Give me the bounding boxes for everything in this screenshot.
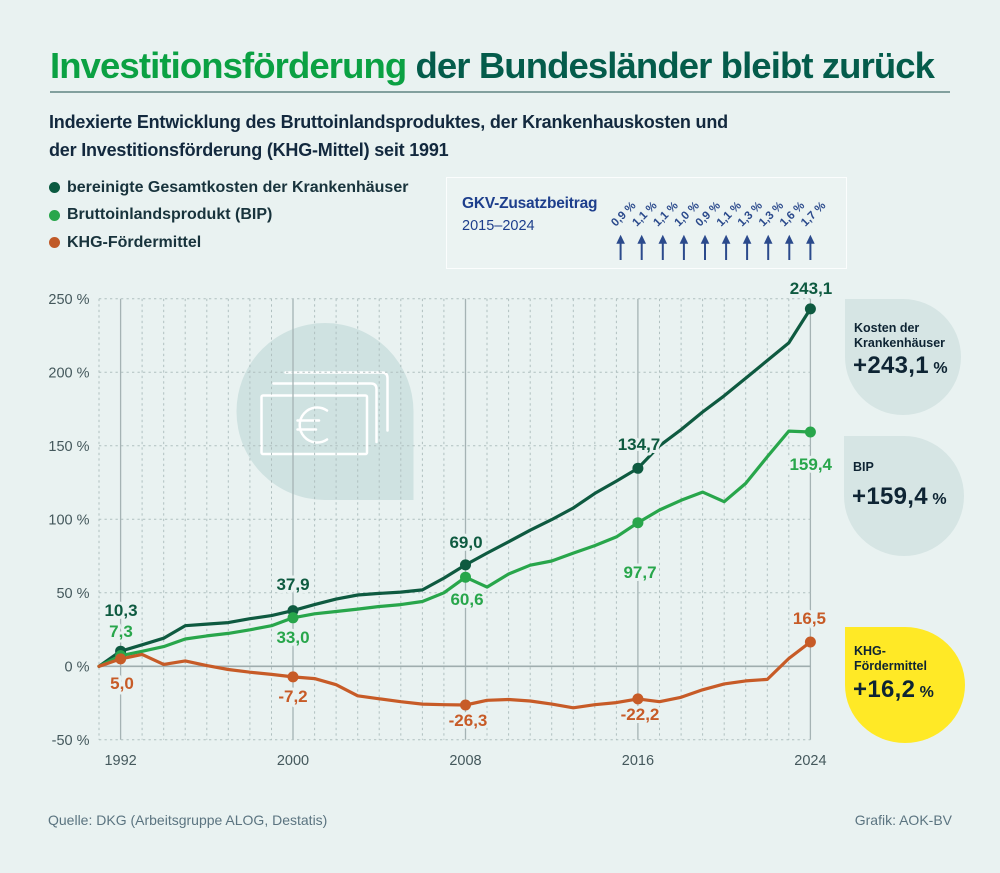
svg-text:159,4: 159,4: [789, 455, 832, 474]
svg-text:1,7 %: 1,7 %: [799, 200, 828, 229]
svg-text:60,6: 60,6: [450, 590, 483, 609]
svg-text:10,3: 10,3: [104, 601, 137, 620]
svg-text:2024: 2024: [794, 753, 826, 769]
svg-text:2016: 2016: [622, 753, 654, 769]
svg-text:134,7: 134,7: [618, 435, 661, 454]
svg-text:1992: 1992: [104, 753, 136, 769]
svg-text:0 %: 0 %: [65, 659, 90, 675]
svg-text:33,0: 33,0: [276, 628, 309, 647]
svg-text:-26,3: -26,3: [449, 711, 488, 730]
svg-text:2008: 2008: [449, 753, 481, 769]
svg-text:-50 %: -50 %: [52, 733, 90, 749]
svg-text:-22,2: -22,2: [621, 705, 660, 724]
svg-text:200 %: 200 %: [48, 365, 89, 381]
svg-text:97,7: 97,7: [623, 563, 656, 582]
svg-text:69,0: 69,0: [449, 533, 482, 552]
svg-text:7,3: 7,3: [109, 622, 133, 641]
svg-text:16,5: 16,5: [793, 609, 826, 628]
svg-text:37,9: 37,9: [276, 575, 309, 594]
svg-text:-7,2: -7,2: [278, 687, 307, 706]
svg-text:243,1: 243,1: [790, 279, 833, 298]
svg-text:50 %: 50 %: [56, 586, 89, 602]
svg-text:5,0: 5,0: [110, 674, 134, 693]
svg-text:150 %: 150 %: [48, 439, 89, 455]
svg-text:100 %: 100 %: [48, 512, 89, 528]
svg-text:2000: 2000: [277, 753, 309, 769]
svg-text:250 %: 250 %: [48, 292, 89, 308]
